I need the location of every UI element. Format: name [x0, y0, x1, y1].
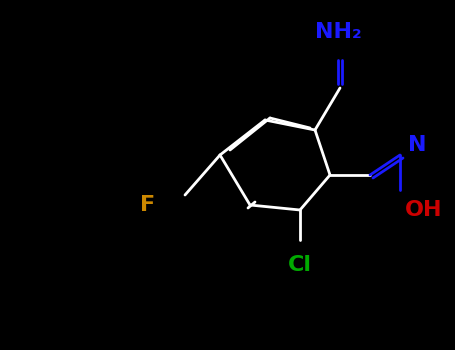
Text: Cl: Cl [288, 255, 312, 275]
Text: F: F [140, 195, 155, 215]
Text: NH₂: NH₂ [314, 22, 361, 42]
Text: OH: OH [405, 200, 443, 220]
Text: N: N [408, 135, 426, 155]
